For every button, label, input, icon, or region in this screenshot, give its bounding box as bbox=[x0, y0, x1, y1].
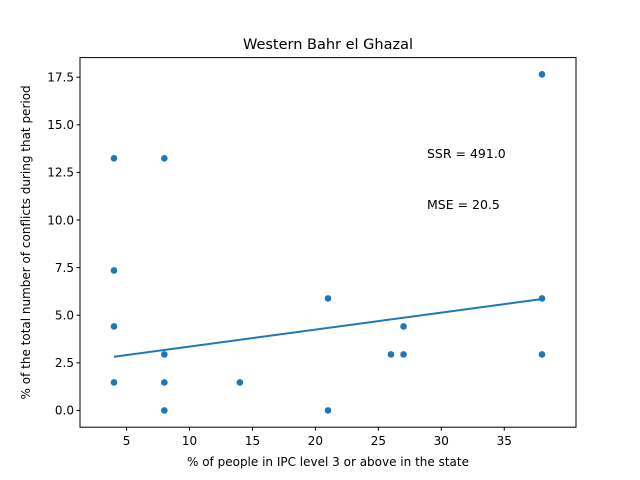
y-tick-label: 2.5 bbox=[55, 356, 74, 370]
mse-annotation: MSE = 20.5 bbox=[427, 197, 500, 212]
scatter-point bbox=[324, 407, 332, 414]
scatter-point bbox=[324, 295, 332, 302]
y-axis-label: % of the total number of conflicts durin… bbox=[19, 85, 33, 399]
scatter-point bbox=[110, 323, 118, 330]
x-tick-label: 25 bbox=[371, 434, 386, 448]
scatter-point bbox=[161, 351, 168, 358]
y-tick-label: 7.5 bbox=[55, 261, 74, 275]
scatter-point bbox=[161, 379, 168, 386]
x-tick-label: 15 bbox=[245, 434, 260, 448]
y-tick-label: 5.0 bbox=[55, 309, 74, 323]
x-tick-label: 20 bbox=[308, 434, 323, 448]
y-axis-ticks: 0.0 2.5 5.0 7.5 10.0 12.5 15.0 17.5 bbox=[47, 71, 80, 418]
scatter-point bbox=[110, 379, 118, 386]
points-layer bbox=[110, 71, 546, 414]
scatter-point bbox=[538, 71, 546, 78]
scatter-point bbox=[387, 351, 395, 358]
y-tick-label: 12.5 bbox=[47, 166, 74, 180]
scatter-point bbox=[538, 295, 546, 302]
scatter-point bbox=[236, 379, 244, 386]
scatter-point bbox=[400, 351, 407, 358]
scatter-point bbox=[538, 351, 546, 358]
x-axis-ticks: 5 10 15 20 25 30 35 bbox=[123, 427, 512, 448]
ssr-annotation: SSR = 491.0 bbox=[427, 146, 506, 161]
scatter-point bbox=[161, 155, 168, 162]
y-tick-label: 0.0 bbox=[55, 404, 74, 418]
scatter-point bbox=[161, 407, 168, 414]
x-tick-label: 30 bbox=[434, 434, 449, 448]
x-tick-label: 5 bbox=[123, 434, 131, 448]
axes-frame bbox=[79, 57, 577, 428]
fit-line-layer bbox=[113, 298, 543, 358]
x-tick-label: 10 bbox=[182, 434, 197, 448]
x-axis-label: % of people in IPC level 3 or above in t… bbox=[187, 455, 469, 469]
scatter-point bbox=[110, 267, 118, 274]
plot-area bbox=[80, 57, 576, 428]
chart-title: Western Bahr el Ghazal bbox=[243, 37, 413, 53]
y-tick-label: 17.5 bbox=[47, 71, 74, 85]
y-tick-label: 15.0 bbox=[47, 118, 74, 132]
y-tick-label: 10.0 bbox=[47, 213, 74, 227]
x-tick-label: 35 bbox=[497, 434, 512, 448]
regression-line bbox=[113, 298, 543, 358]
scatter-point bbox=[110, 155, 118, 162]
scatter-point bbox=[400, 323, 407, 330]
